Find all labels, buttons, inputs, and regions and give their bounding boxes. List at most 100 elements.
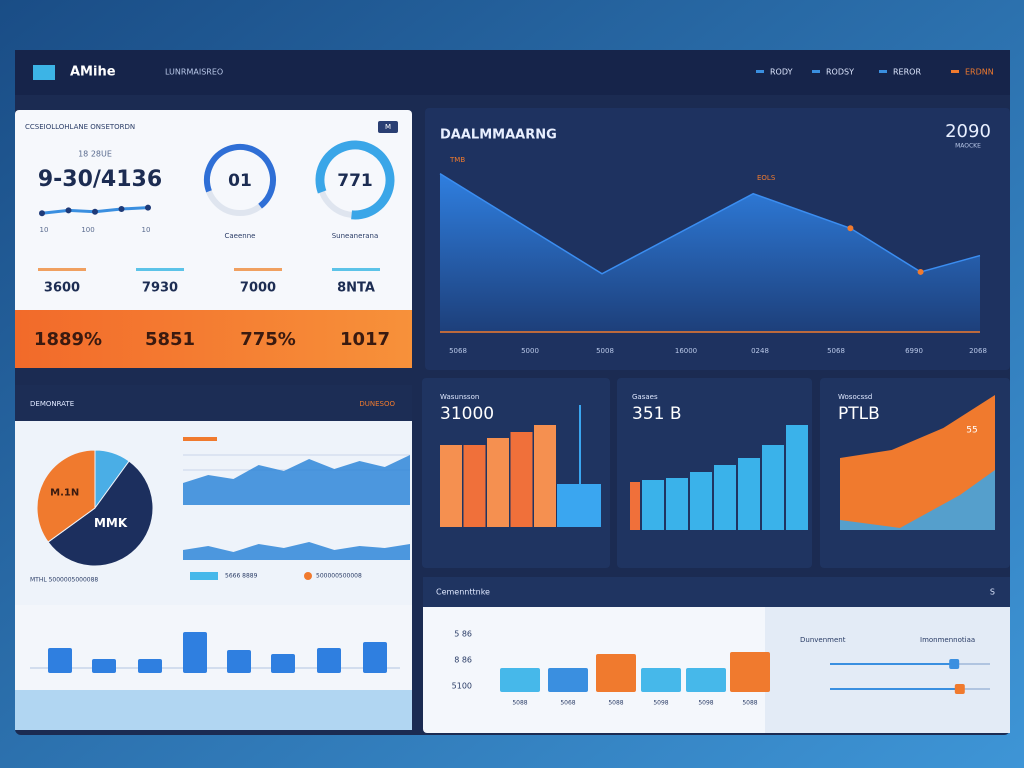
y-label: 5100 bbox=[452, 682, 472, 691]
bar bbox=[548, 668, 588, 692]
slider-handle[interactable] bbox=[949, 659, 960, 669]
bottom-panel-header bbox=[423, 577, 1010, 607]
donut-arc bbox=[204, 143, 277, 216]
marker: EOLS bbox=[757, 174, 776, 182]
stat: 7930 bbox=[142, 281, 178, 296]
panel-title: Cemennttnke bbox=[436, 588, 490, 597]
panel-value: 351 B bbox=[632, 404, 682, 424]
bar bbox=[630, 482, 640, 530]
bar bbox=[714, 465, 736, 530]
highlight: 5851 bbox=[145, 329, 195, 350]
stat-accent bbox=[136, 268, 184, 271]
slider-handle[interactable] bbox=[954, 684, 965, 694]
axis-label: 100 bbox=[81, 226, 94, 234]
caption: MTHL 5000005000088 bbox=[30, 577, 98, 584]
nav-dot bbox=[756, 70, 764, 73]
bar-panel-floor bbox=[15, 690, 412, 730]
sparkline-dot bbox=[39, 210, 45, 217]
panel-value: 31000 bbox=[440, 404, 494, 424]
stat: 3600 bbox=[44, 281, 80, 296]
donut-caption: Suneanerana bbox=[332, 232, 379, 240]
control-area bbox=[765, 607, 1010, 733]
legend-swatch bbox=[190, 572, 218, 580]
x-label: 16000 bbox=[675, 347, 697, 355]
pie-slice bbox=[47, 460, 154, 567]
bar bbox=[690, 472, 712, 530]
panel-value: PTLB bbox=[838, 404, 880, 424]
highlight: 1889% bbox=[34, 329, 102, 350]
x-label: 5088 bbox=[512, 700, 527, 707]
bar bbox=[92, 659, 116, 673]
sparkline-dot bbox=[92, 208, 98, 215]
x-label: 6990 bbox=[905, 347, 923, 355]
bar bbox=[534, 425, 556, 527]
accent bbox=[183, 437, 217, 441]
bar bbox=[730, 652, 770, 692]
year: 2090 bbox=[945, 121, 991, 142]
nav-link[interactable]: REROR bbox=[893, 68, 921, 77]
badge-text: M bbox=[385, 123, 391, 131]
bar bbox=[463, 445, 486, 527]
pie-panel-header bbox=[15, 385, 412, 421]
area-overlay bbox=[840, 470, 995, 530]
bar bbox=[183, 632, 207, 673]
panel-title: Gasaes bbox=[632, 393, 658, 401]
x-label: 5098 bbox=[698, 700, 713, 707]
highlight: 775% bbox=[240, 329, 296, 350]
x-label: 5068 bbox=[560, 700, 575, 707]
sparkline-dot bbox=[145, 204, 151, 211]
logo-icon bbox=[33, 65, 55, 80]
bar bbox=[227, 650, 251, 673]
donut-arc bbox=[315, 140, 395, 220]
x-label: 5000 bbox=[521, 347, 539, 355]
note: 55 bbox=[966, 426, 977, 436]
nav-link[interactable]: ERDNN bbox=[965, 68, 994, 77]
wave-area bbox=[183, 455, 410, 505]
bar bbox=[557, 484, 601, 527]
stat: 8NTA bbox=[337, 281, 375, 296]
kpi-card bbox=[15, 110, 412, 368]
nav-dot bbox=[951, 70, 959, 73]
legend-entry: 5666 8889 bbox=[225, 573, 258, 580]
bar bbox=[738, 458, 760, 530]
control-label: Imonmennotiaa bbox=[920, 636, 975, 644]
donut-label: 01 bbox=[228, 171, 252, 191]
bar bbox=[48, 648, 72, 673]
panel-title: S bbox=[990, 588, 995, 597]
panel-title: Wosocssd bbox=[838, 393, 872, 401]
legend-entry: 500000500008 bbox=[316, 573, 362, 580]
bar bbox=[686, 668, 726, 692]
bar bbox=[487, 438, 509, 527]
stat: 7000 bbox=[240, 281, 276, 296]
sparkline-dot bbox=[118, 206, 125, 212]
bar bbox=[641, 668, 681, 692]
nav-link[interactable]: RODY bbox=[770, 68, 793, 77]
bar bbox=[510, 432, 533, 527]
area-dot bbox=[847, 225, 854, 232]
slice-label: MMK bbox=[94, 516, 128, 530]
panel-title: Wasunsson bbox=[440, 393, 479, 401]
x-label: 0248 bbox=[751, 347, 769, 355]
stat-accent bbox=[234, 268, 282, 271]
x-label: 5068 bbox=[827, 347, 845, 355]
x-label: 5068 bbox=[449, 347, 467, 355]
highlight-band bbox=[15, 310, 412, 368]
nav-link[interactable]: RODSY bbox=[826, 68, 854, 77]
y-label: 5 86 bbox=[454, 630, 472, 639]
subtitle: LUNRMAISREO bbox=[165, 68, 223, 77]
sparkline-dot bbox=[65, 207, 72, 214]
bar bbox=[786, 425, 808, 530]
bar bbox=[596, 654, 636, 692]
donut-caption: Caeenne bbox=[225, 232, 256, 240]
bar bbox=[440, 445, 462, 527]
panel-title: DEMONRATE bbox=[30, 400, 74, 408]
x-label: 5008 bbox=[596, 347, 614, 355]
panel-title: DAALMMAARNG bbox=[440, 128, 557, 143]
area bbox=[840, 395, 995, 530]
stat-accent bbox=[332, 268, 380, 271]
area-dot bbox=[917, 268, 924, 275]
control-label: Dunvenment bbox=[800, 636, 846, 644]
y-label: 8 86 bbox=[454, 656, 472, 665]
